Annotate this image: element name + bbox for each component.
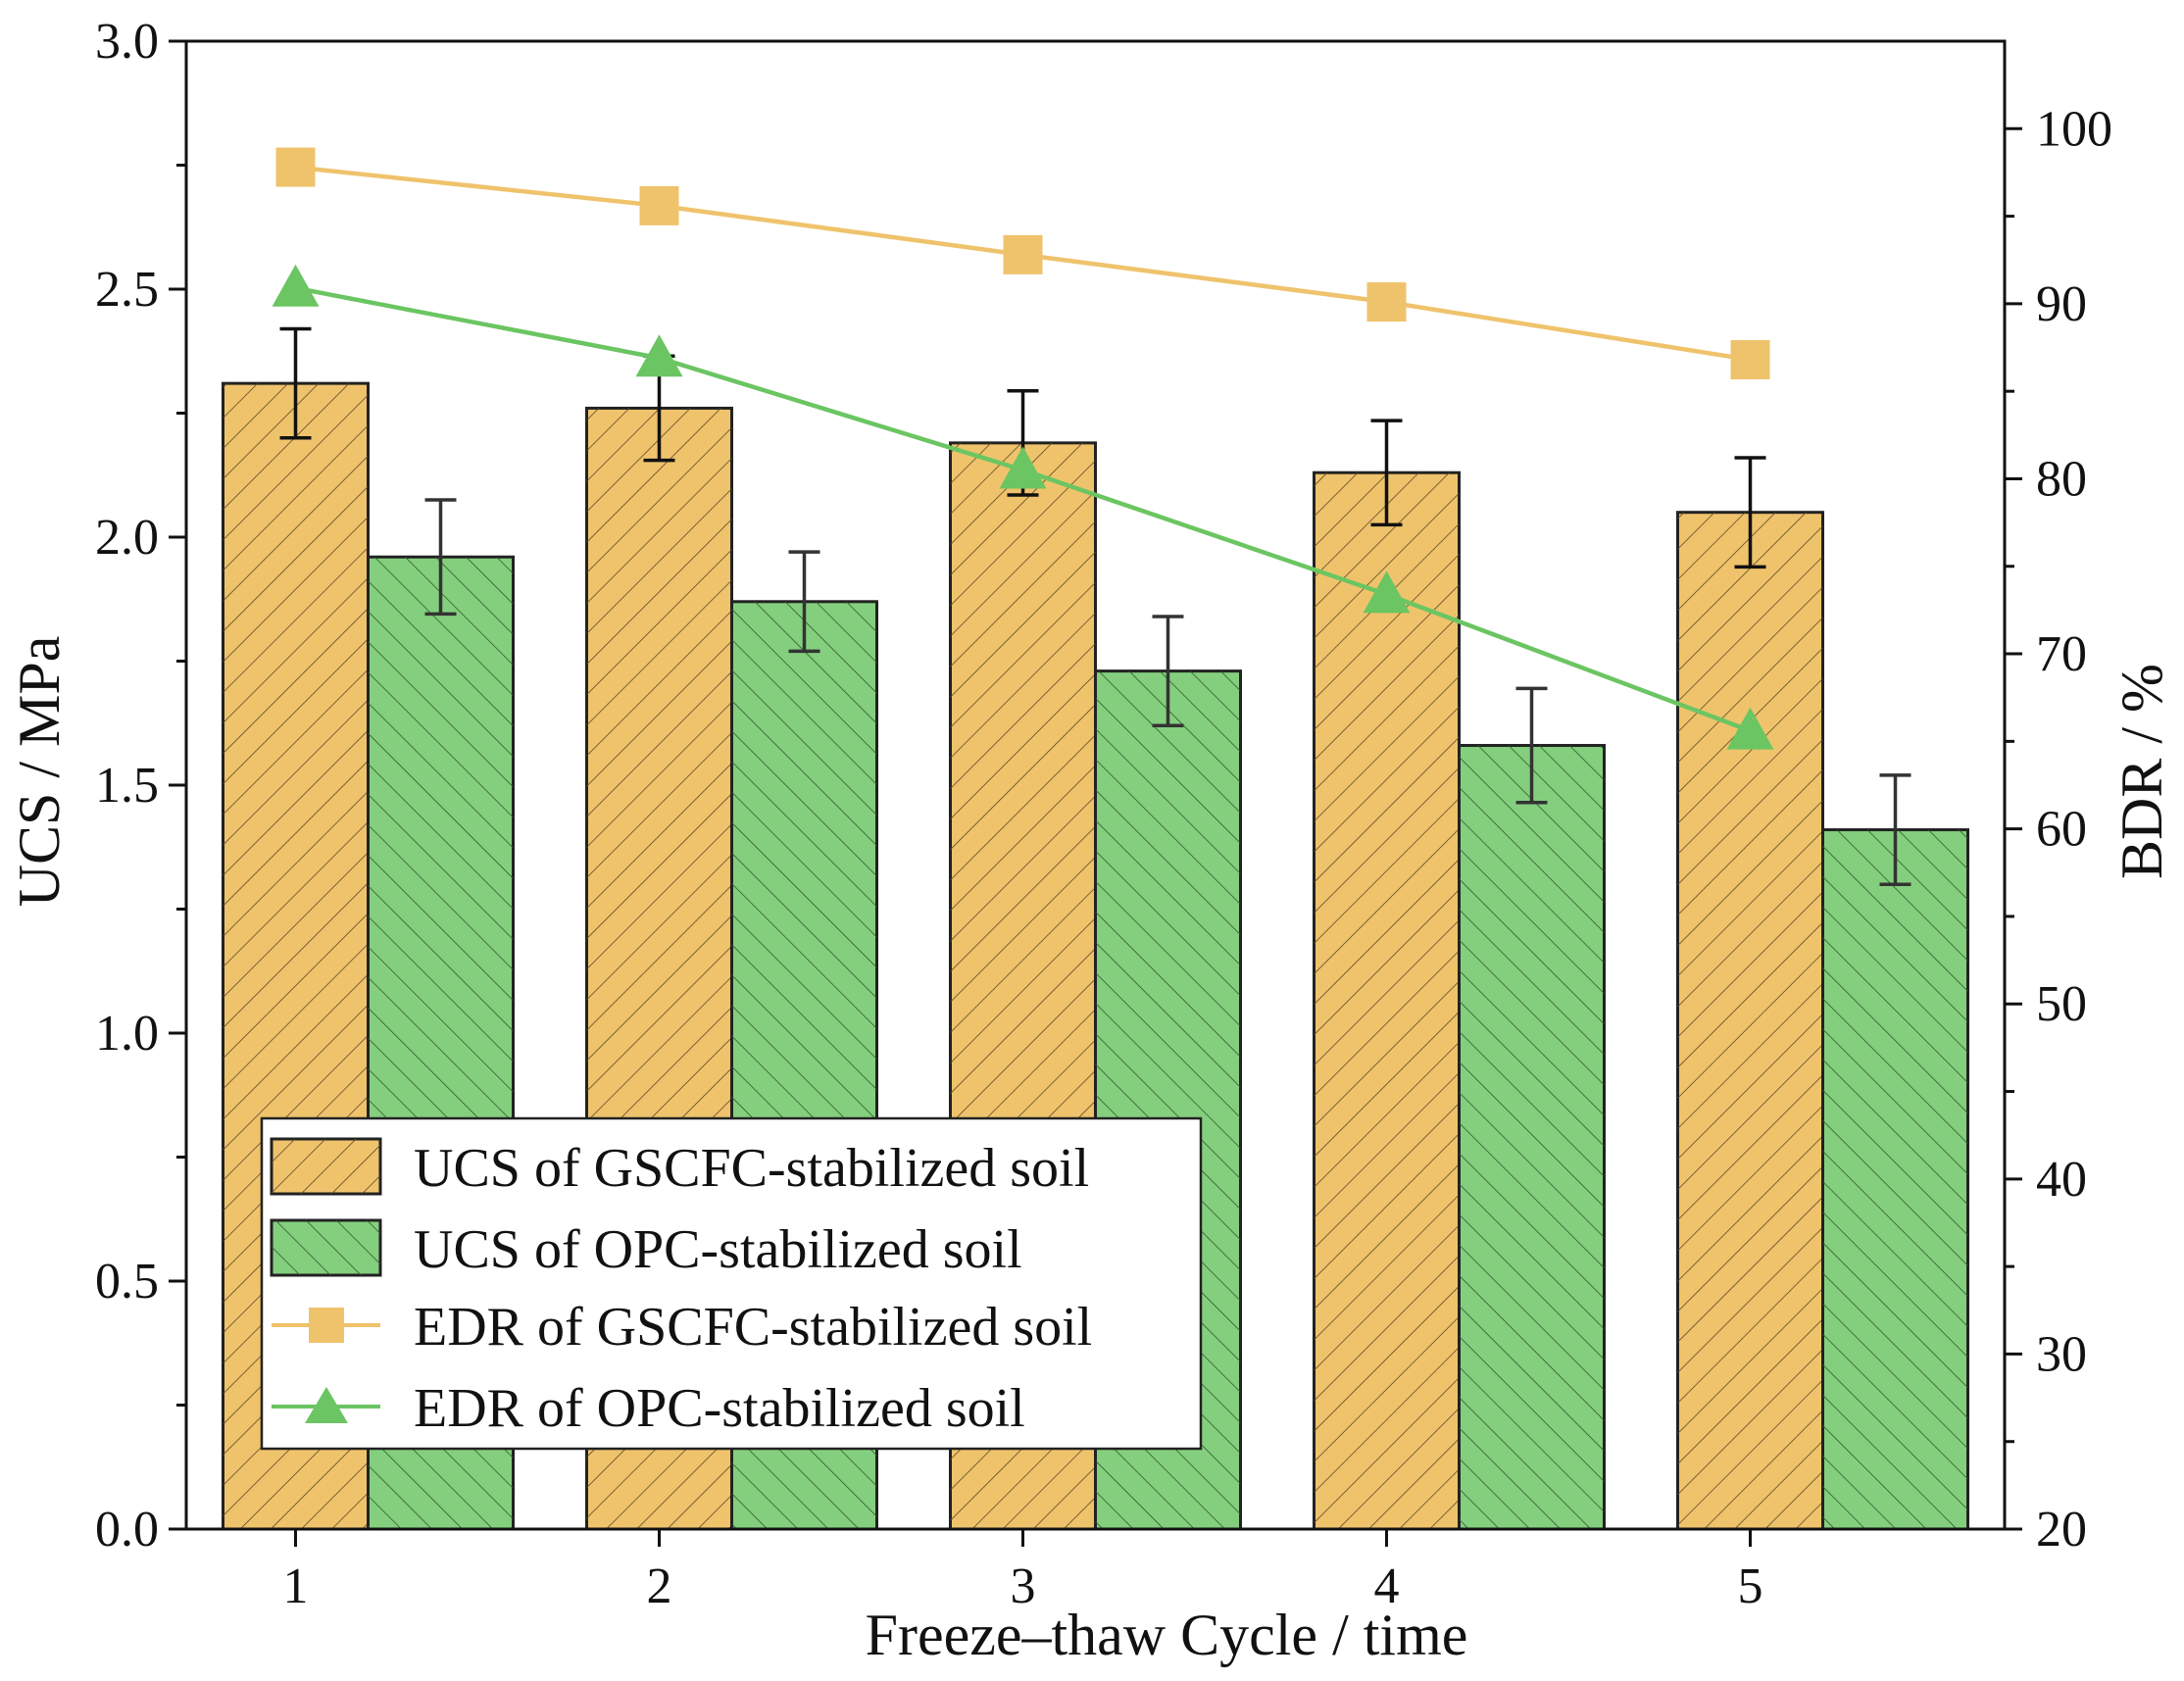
legend-marker-opc-edr bbox=[305, 1387, 348, 1423]
legend-label-opc-ucs: UCS of OPC-stabilized soil bbox=[414, 1219, 1022, 1280]
legend-item-opc-ucs: UCS of OPC-stabilized soil bbox=[270, 1218, 1022, 1280]
error-bars-layer bbox=[279, 326, 1911, 886]
marker-opc-edr-2 bbox=[635, 334, 683, 377]
x-axis-title: Freeze–thaw Cycle / time bbox=[866, 1603, 1468, 1667]
legend-item-gscfc-edr: EDR of GSCFC-stabilized soil bbox=[272, 1297, 1092, 1358]
y2-tick-label-70: 70 bbox=[2036, 626, 2087, 682]
lines-layer bbox=[272, 147, 1774, 750]
x-tick-label-4: 4 bbox=[1374, 1558, 1400, 1614]
y2-tick-label-20: 20 bbox=[2036, 1502, 2087, 1557]
y-axis-title: UCS / MPa bbox=[7, 636, 72, 908]
y2-tick-label-60: 60 bbox=[2036, 802, 2087, 858]
marker-gscfc-edr-3 bbox=[1003, 234, 1043, 274]
marker-opc-edr-5 bbox=[1726, 707, 1774, 750]
axes-layer: 0.0 0.5 1.0 1.5 2.0 2.5 3.0 20 30 40 50 60 70 80 90 100… bbox=[95, 14, 2112, 1614]
y-tick-label-1.5: 1.5 bbox=[95, 758, 159, 814]
x-tick-label-3: 3 bbox=[1011, 1558, 1036, 1614]
marker-gscfc-edr-4 bbox=[1366, 282, 1407, 322]
legend-item-opc-edr: EDR of OPC-stabilized soil bbox=[272, 1378, 1025, 1439]
y-tick-label-2.0: 2.0 bbox=[95, 510, 159, 566]
y2-tick-label-40: 40 bbox=[2036, 1152, 2087, 1208]
legend-box bbox=[260, 1116, 1203, 1451]
legend-swatch-gscfc-ucs-hatch bbox=[272, 1139, 380, 1194]
y2-tick-label-100: 100 bbox=[2036, 101, 2112, 157]
legend-label-gscfc-edr: EDR of GSCFC-stabilized soil bbox=[414, 1297, 1092, 1358]
legend-item-gscfc-ucs: UCS of GSCFC-stabilized soil bbox=[270, 1137, 1089, 1199]
y-tick-label-3.0: 3.0 bbox=[95, 14, 159, 70]
marker-gscfc-edr-1 bbox=[275, 147, 316, 187]
legend: UCS of GSCFC-stabilized soil UCS of OPC-… bbox=[260, 1116, 1203, 1451]
legend-swatch-opc-ucs-hatch bbox=[272, 1220, 380, 1275]
legend-label-opc-edr: EDR of OPC-stabilized soil bbox=[414, 1378, 1025, 1439]
marker-opc-edr-1 bbox=[272, 264, 320, 307]
bar-hatch-gscfc-4 bbox=[1314, 472, 1460, 1530]
y-tick-label-1.0: 1.0 bbox=[95, 1006, 159, 1062]
y-tick-label-0.0: 0.0 bbox=[95, 1502, 159, 1557]
marker-gscfc-edr-5 bbox=[1730, 340, 1770, 380]
bar-hatch-opc-4 bbox=[1459, 745, 1605, 1529]
bar-hatch-gscfc-5 bbox=[1677, 512, 1823, 1530]
x-tick-label-1: 1 bbox=[283, 1558, 309, 1614]
y2-axis-title: BDR / % bbox=[2110, 664, 2174, 879]
y-tick-label-0.5: 0.5 bbox=[95, 1254, 159, 1310]
legend-marker-gscfc-edr bbox=[309, 1308, 344, 1343]
legend-label-gscfc-ucs: UCS of GSCFC-stabilized soil bbox=[414, 1138, 1089, 1199]
bar-hatch-opc-5 bbox=[1822, 829, 1968, 1529]
x-tick-label-5: 5 bbox=[1738, 1558, 1763, 1614]
marker-opc-edr-3 bbox=[999, 446, 1047, 489]
y2-tick-label-80: 80 bbox=[2036, 451, 2087, 507]
marker-opc-edr-4 bbox=[1363, 570, 1411, 614]
marker-gscfc-edr-2 bbox=[639, 185, 679, 225]
x-tick-label-2: 2 bbox=[647, 1558, 672, 1614]
y2-tick-label-30: 30 bbox=[2036, 1326, 2087, 1382]
y-tick-label-2.5: 2.5 bbox=[95, 262, 159, 318]
y2-tick-label-50: 50 bbox=[2036, 976, 2087, 1032]
y2-tick-label-90: 90 bbox=[2036, 276, 2087, 332]
